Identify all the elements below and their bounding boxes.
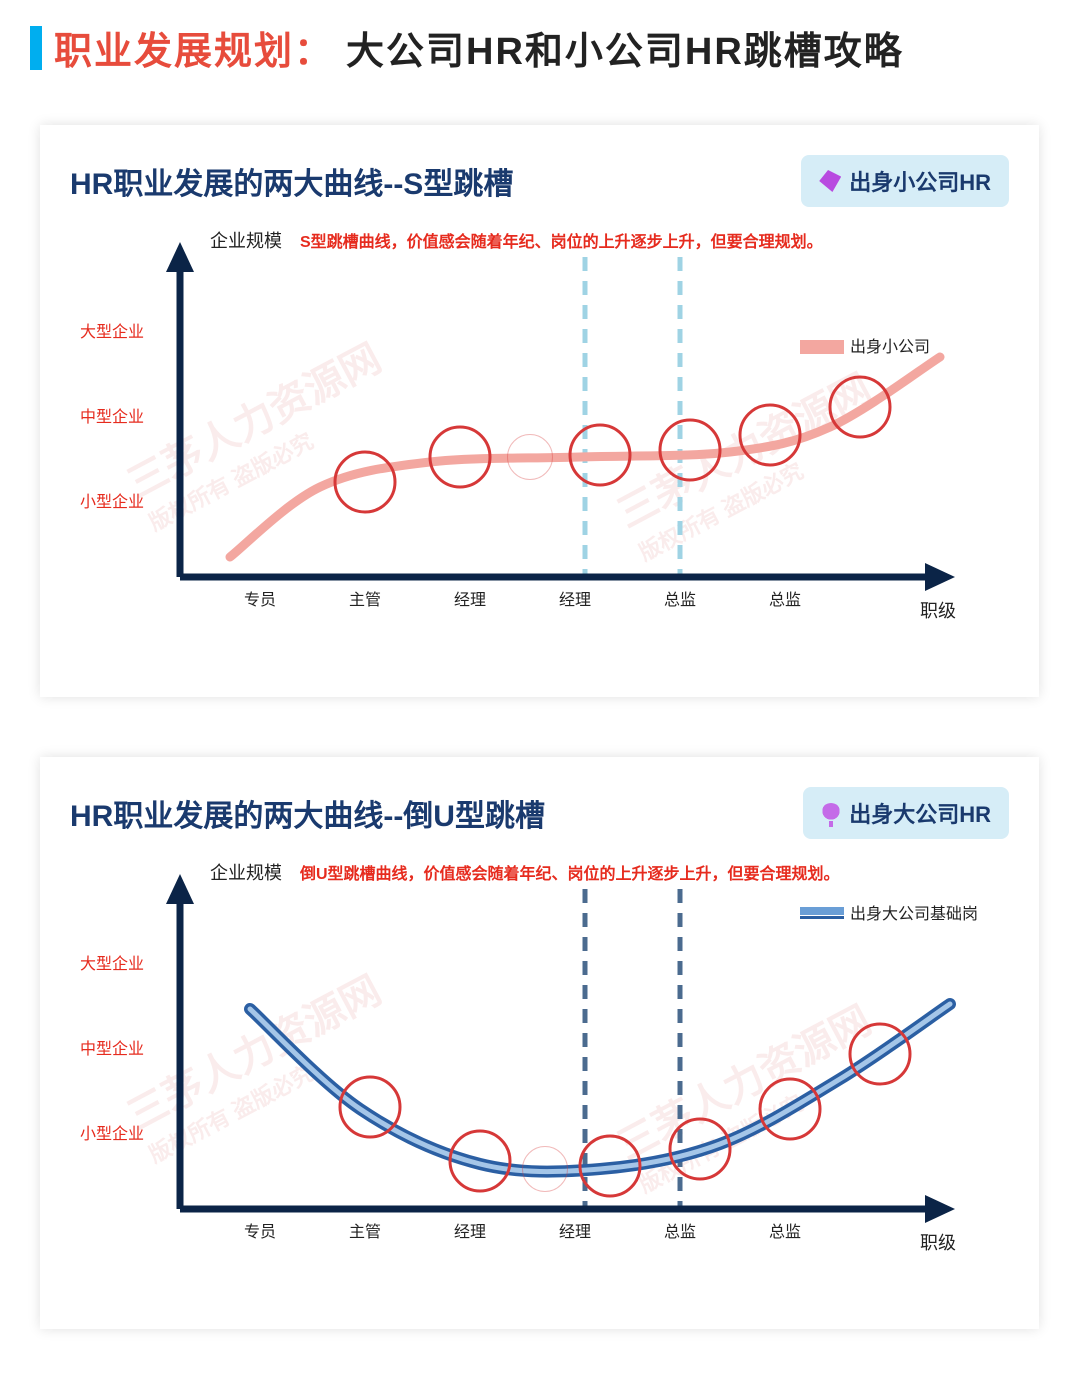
svg-text:中型企业: 中型企业 <box>80 408 144 426</box>
header-accent-bar <box>30 26 42 70</box>
badge-large-company: 出身大公司HR <box>803 787 1009 839</box>
chart-plot-area: 三茅人力资源网 版权所有 盗版必究 三茅人力资源网 版权所有 盗版必究 企业规模… <box>70 217 1009 657</box>
svg-text:经理: 经理 <box>454 591 486 609</box>
svg-text:经理: 经理 <box>454 1223 486 1241</box>
svg-text:经理: 经理 <box>559 1223 591 1241</box>
chart-title: HR职业发展的两大曲线--倒U型跳槽 <box>70 791 545 835</box>
svg-text:大型企业: 大型企业 <box>80 955 144 973</box>
chart-card-s-curve: HR职业发展的两大曲线--S型跳槽 出身小公司HR 三茅人力资源网 版权所有 盗… <box>40 125 1039 697</box>
svg-text:职级: 职级 <box>920 601 956 621</box>
svg-text:小型企业: 小型企业 <box>80 1125 144 1143</box>
header-prefix: 职业发展规划： <box>54 20 334 75</box>
svg-text:主管: 主管 <box>349 591 381 609</box>
svg-text:出身小公司: 出身小公司 <box>850 338 930 356</box>
svg-text:职级: 职级 <box>920 1233 956 1253</box>
svg-text:小型企业: 小型企业 <box>80 493 144 511</box>
svg-text:出身大公司基础岗: 出身大公司基础岗 <box>850 905 978 923</box>
chart-svg: 企业规模 S型跳槽曲线，价值感会随着年纪、岗位的上升逐步上升，但要合理规划。出身小… <box>70 217 990 657</box>
svg-text:企业规模: 企业规模 <box>210 863 282 883</box>
svg-text:专员: 专员 <box>244 1223 276 1241</box>
lightbulb-icon <box>821 803 841 823</box>
svg-text:企业规模: 企业规模 <box>210 231 282 251</box>
page-header: 职业发展规划： 大公司HR和小公司HR跳槽攻略 <box>0 0 1079 85</box>
tag-icon <box>819 170 841 192</box>
badge-label: 出身大公司HR <box>849 797 991 829</box>
svg-text:总监: 总监 <box>664 1223 696 1241</box>
svg-text:倒U型跳槽曲线，价值感会随着年纪、岗位的上升逐步上升，但要合: 倒U型跳槽曲线，价值感会随着年纪、岗位的上升逐步上升，但要合理规划。 <box>299 864 840 883</box>
chart-header: HR职业发展的两大曲线--S型跳槽 出身小公司HR <box>70 155 1009 207</box>
chart-title: HR职业发展的两大曲线--S型跳槽 <box>70 159 513 203</box>
chart-svg: 企业规模倒U型跳槽曲线，价值感会随着年纪、岗位的上升逐步上升，但要合理规划。出身… <box>70 849 990 1289</box>
svg-text:大型企业: 大型企业 <box>80 323 144 341</box>
svg-text:经理: 经理 <box>559 591 591 609</box>
svg-text:专员: 专员 <box>244 591 276 609</box>
chart-plot-area: 三茅人力资源网 版权所有 盗版必究 三茅人力资源网 版权所有 盗版必究 企业规模… <box>70 849 1009 1289</box>
svg-text:总监: 总监 <box>769 591 801 609</box>
badge-label: 出身小公司HR <box>849 165 991 197</box>
svg-text:主管: 主管 <box>349 1223 381 1241</box>
svg-text:总监: 总监 <box>664 591 696 609</box>
svg-text:S型跳槽曲线，价值感会随着年纪、岗位的上升逐步上升，但要合理: S型跳槽曲线，价值感会随着年纪、岗位的上升逐步上升，但要合理规划。 <box>300 232 823 251</box>
header-suffix: 大公司HR和小公司HR跳槽攻略 <box>346 20 904 75</box>
svg-text:总监: 总监 <box>769 1223 801 1241</box>
chart-card-inverted-u: HR职业发展的两大曲线--倒U型跳槽 出身大公司HR 三茅人力资源网 版权所有 … <box>40 757 1039 1329</box>
svg-text:中型企业: 中型企业 <box>80 1040 144 1058</box>
chart-header: HR职业发展的两大曲线--倒U型跳槽 出身大公司HR <box>70 787 1009 839</box>
badge-small-company: 出身小公司HR <box>801 155 1009 207</box>
